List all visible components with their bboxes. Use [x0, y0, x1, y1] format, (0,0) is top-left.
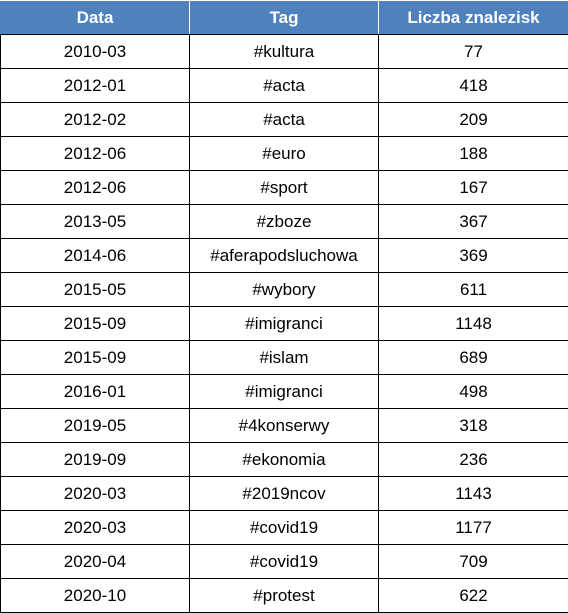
cell-date: 2012-06	[0, 136, 190, 171]
cell-tag: #imigranci	[189, 374, 379, 409]
table-row: 2015-05 #wybory 611	[0, 272, 568, 307]
cell-tag: #covid19	[189, 510, 379, 545]
cell-date: 2013-05	[0, 204, 190, 239]
cell-count: 1177	[378, 510, 568, 545]
cell-count: 689	[378, 340, 568, 375]
cell-count: 498	[378, 374, 568, 409]
table-row: 2020-03 #covid19 1177	[0, 510, 568, 545]
cell-tag: #euro	[189, 136, 379, 171]
cell-count: 367	[378, 204, 568, 239]
cell-tag: #islam	[189, 340, 379, 375]
cell-tag: #acta	[189, 102, 379, 137]
cell-count: 77	[378, 34, 568, 69]
cell-date: 2015-09	[0, 340, 190, 375]
table-row: 2012-06 #sport 167	[0, 170, 568, 205]
cell-count: 709	[378, 544, 568, 579]
cell-tag: #sport	[189, 170, 379, 205]
cell-count: 622	[378, 578, 568, 613]
cell-date: 2015-09	[0, 306, 190, 341]
cell-count: 418	[378, 68, 568, 103]
cell-tag: #covid19	[189, 544, 379, 579]
table-row: 2012-02 #acta 209	[0, 102, 568, 137]
cell-date: 2012-02	[0, 102, 190, 137]
column-header-tag: Tag	[189, 0, 379, 35]
cell-date: 2020-04	[0, 544, 190, 579]
table-row: 2012-06 #euro 188	[0, 136, 568, 171]
cell-tag: #ekonomia	[189, 442, 379, 477]
table-row: 2019-05 #4konserwy 318	[0, 408, 568, 443]
cell-tag: #kultura	[189, 34, 379, 69]
cell-tag: #acta	[189, 68, 379, 103]
column-header-count: Liczba znalezisk	[378, 0, 568, 35]
table-row: 2019-09 #ekonomia 236	[0, 442, 568, 477]
cell-tag: #zboze	[189, 204, 379, 239]
cell-date: 2020-03	[0, 510, 190, 545]
cell-tag: #imigranci	[189, 306, 379, 341]
cell-count: 611	[378, 272, 568, 307]
cell-count: 167	[378, 170, 568, 205]
cell-count: 209	[378, 102, 568, 137]
cell-count: 369	[378, 238, 568, 273]
cell-date: 2016-01	[0, 374, 190, 409]
cell-date: 2020-10	[0, 578, 190, 613]
cell-date: 2019-09	[0, 442, 190, 477]
table-row: 2014-06 #aferapodsluchowa 369	[0, 238, 568, 273]
table-row: 2016-01 #imigranci 498	[0, 374, 568, 409]
cell-date: 2012-01	[0, 68, 190, 103]
table-row: 2015-09 #imigranci 1148	[0, 306, 568, 341]
cell-tag: #protest	[189, 578, 379, 613]
table-row: 2020-10 #protest 622	[0, 578, 568, 613]
column-header-date: Data	[0, 0, 190, 35]
cell-date: 2014-06	[0, 238, 190, 273]
cell-date: 2015-05	[0, 272, 190, 307]
cell-tag: #aferapodsluchowa	[189, 238, 379, 273]
cell-tag: #4konserwy	[189, 408, 379, 443]
cell-count: 188	[378, 136, 568, 171]
table-row: 2015-09 #islam 689	[0, 340, 568, 375]
table-row: 2010-03 #kultura 77	[0, 34, 568, 69]
cell-date: 2019-05	[0, 408, 190, 443]
cell-date: 2010-03	[0, 34, 190, 69]
cell-date: 2020-03	[0, 476, 190, 511]
cell-tag: #2019ncov	[189, 476, 379, 511]
cell-count: 1143	[378, 476, 568, 511]
cell-date: 2012-06	[0, 170, 190, 205]
header-row: Data Tag Liczba znalezisk	[0, 0, 568, 35]
cell-count: 318	[378, 408, 568, 443]
cell-count: 236	[378, 442, 568, 477]
table-row: 2020-03 #2019ncov 1143	[0, 476, 568, 511]
table-row: 2020-04 #covid19 709	[0, 544, 568, 579]
cell-count: 1148	[378, 306, 568, 341]
table-row: 2013-05 #zboze 367	[0, 204, 568, 239]
cell-tag: #wybory	[189, 272, 379, 307]
table-row: 2012-01 #acta 418	[0, 68, 568, 103]
